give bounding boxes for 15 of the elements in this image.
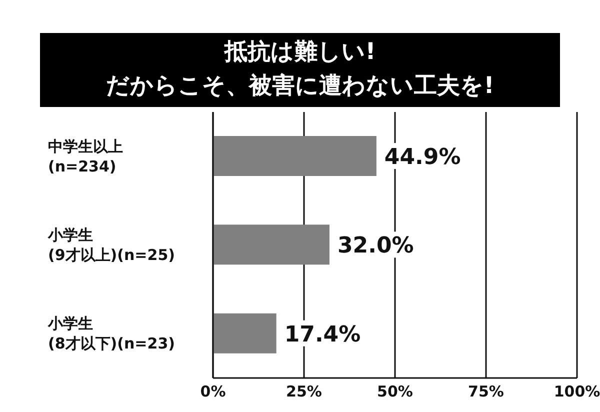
data-label: 32.0% — [337, 234, 414, 259]
bar — [213, 313, 276, 354]
y-tick-label: 小学生 (9才以上)(n=25) — [47, 226, 175, 264]
x-tick-label: 75% — [468, 382, 504, 401]
y-tick-label: 小学生 (8才以下)(n=23) — [47, 314, 175, 353]
x-tick-label: 25% — [286, 382, 322, 401]
x-tick-label: 0% — [200, 382, 226, 401]
y-tick-label: 中学生以上 (n=234) — [48, 137, 123, 176]
x-tick-label: 50% — [377, 382, 413, 401]
data-label: 17.4% — [284, 322, 361, 348]
bar — [213, 224, 330, 265]
bar — [213, 136, 376, 176]
x-tick-label: 100% — [554, 382, 600, 401]
data-label: 44.9% — [384, 145, 461, 170]
chart-title: 抵抗は難しい! だからこそ、被害に遭わない工夫を! — [104, 38, 496, 101]
